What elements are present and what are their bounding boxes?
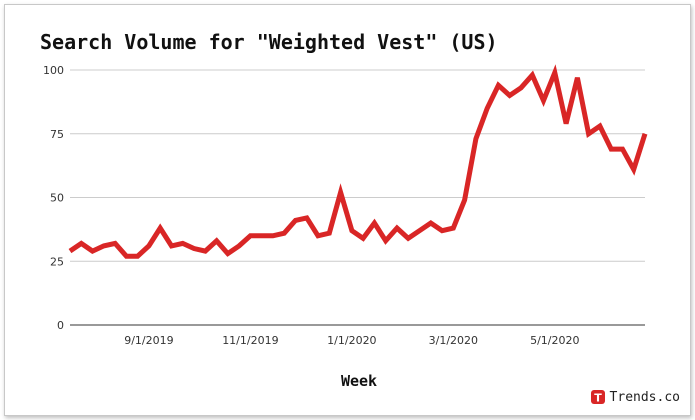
trends-logo-icon: T [590,390,605,405]
chart-title: Search Volume for "Weighted Vest" (US) [40,30,498,54]
gridlines [70,69,645,326]
line-chart: Search Volume for "Weighted Vest" (US) 0… [40,30,648,390]
chart-frame: Search Volume for "Weighted Vest" (US) 0… [4,4,691,416]
x-axis-label: Week [341,372,377,390]
y-tick-label: 100 [43,64,64,77]
brand-name: Trends.co [609,389,680,405]
x-axis-ticks: 9/1/2019 11/1/2019 1/1/2020 3/1/2020 5/1/202… [124,334,579,347]
y-tick-label: 25 [50,255,64,268]
x-tick-label: 9/1/2019 [124,334,173,347]
brand-watermark: T Trends.co [590,389,680,405]
x-tick-label: 1/1/2020 [327,334,376,347]
y-tick-label: 0 [57,319,64,332]
logo-letter: T [594,392,602,405]
series-line-0 [68,64,648,259]
y-tick-label: 75 [50,128,64,141]
x-tick-label: 3/1/2020 [429,334,478,347]
y-tick-label: 50 [50,192,64,205]
series-lines [68,64,648,259]
y-axis-ticks: 0 25 50 75 100 [43,64,64,332]
x-tick-label: 5/1/2020 [530,334,579,347]
x-tick-label: 11/1/2019 [222,334,278,347]
